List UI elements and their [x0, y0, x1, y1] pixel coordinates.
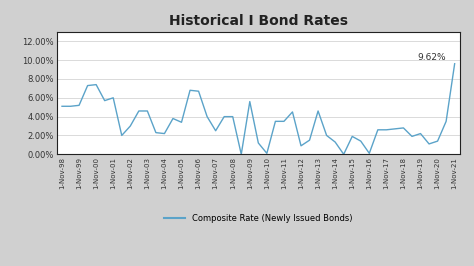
Text: 9.62%: 9.62%: [418, 53, 446, 62]
Legend: Composite Rate (Newly Issued Bonds): Composite Rate (Newly Issued Bonds): [161, 210, 356, 226]
Title: Historical I Bond Rates: Historical I Bond Rates: [169, 14, 348, 28]
